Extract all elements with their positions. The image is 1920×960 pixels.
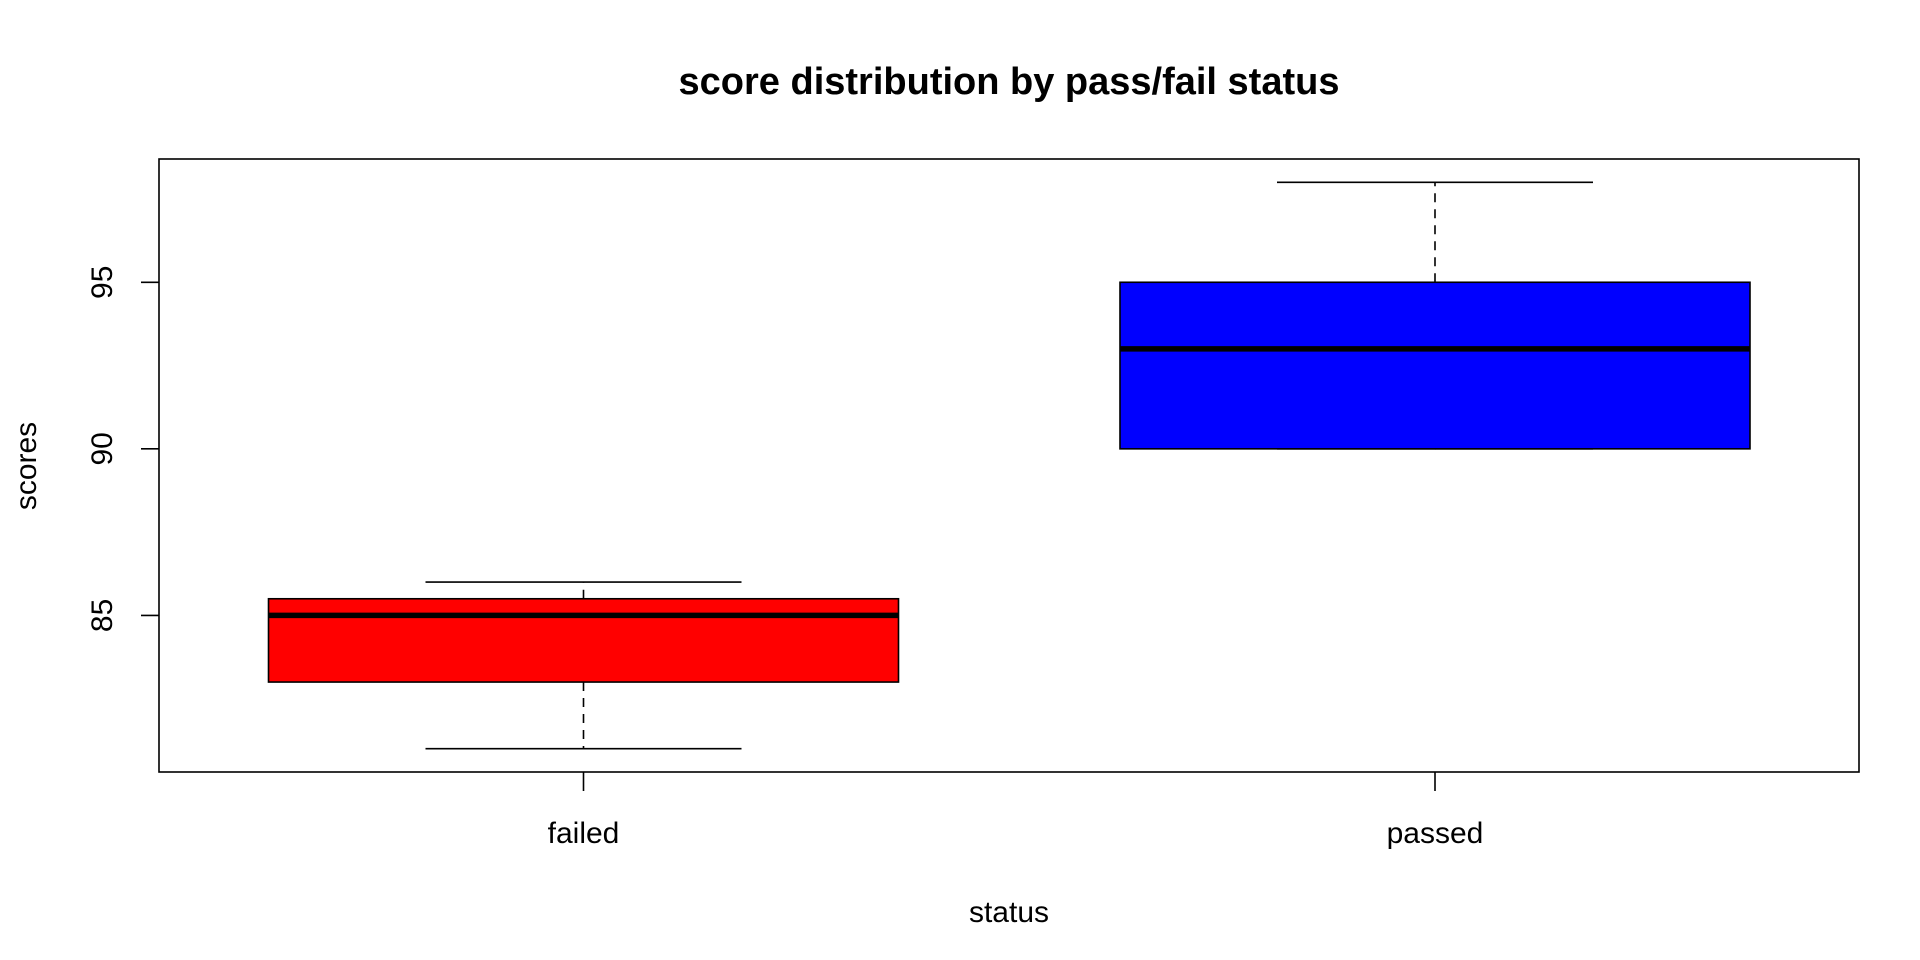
x-axis-title: status [969, 896, 1049, 929]
y-axis: 85 90 95 [86, 266, 159, 632]
x-axis: failed passed [548, 772, 1484, 850]
x-tick-label: failed [548, 817, 620, 850]
plot-frame [158, 158, 1860, 773]
box-failed [267, 581, 900, 750]
y-tick-label: 90 [86, 432, 119, 465]
y-tick-label: 85 [86, 599, 119, 632]
y-tick-label: 95 [86, 266, 119, 299]
box-body [1119, 281, 1751, 450]
y-axis-title: scores [10, 422, 43, 510]
x-tick-label: passed [1387, 817, 1484, 850]
box-body [267, 597, 900, 683]
chart-title: score distribution by pass/fail status [679, 61, 1340, 103]
box-passed [1119, 181, 1751, 450]
boxes-layer [267, 181, 1751, 750]
